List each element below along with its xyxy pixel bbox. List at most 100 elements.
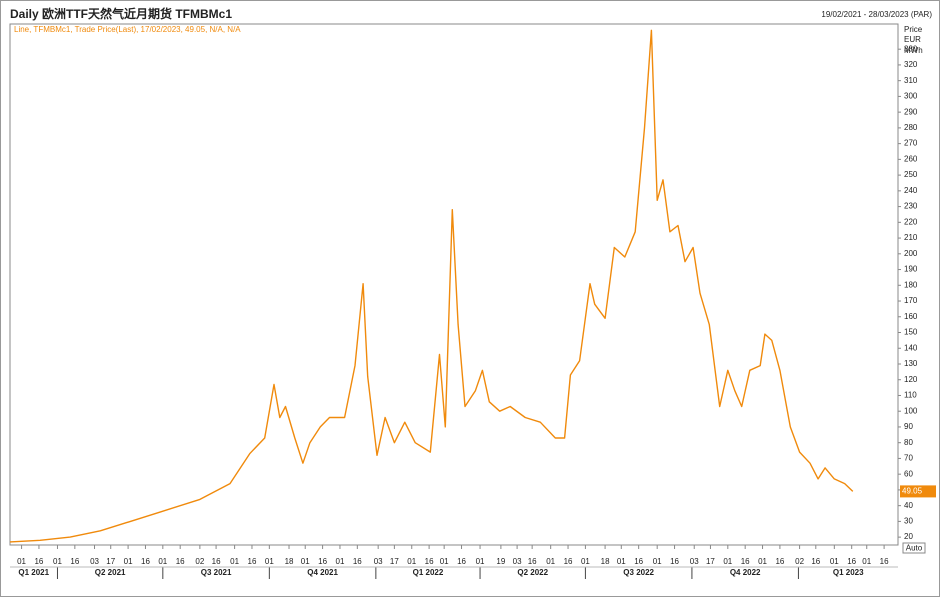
y-tick-label: 30 [904,516,913,525]
x-tick-label: 16 [141,557,150,566]
y-tick-label: 40 [904,501,913,510]
y-tick-label: 160 [904,312,918,321]
x-tick-label: 16 [528,557,537,566]
x-tick-label: 03 [690,557,699,566]
y-tick-label: 300 [904,92,918,101]
y-tick-label: 170 [904,296,918,305]
x-tick-label: 01 [265,557,274,566]
y-tick-label: 130 [904,359,918,368]
y-tick-label: 150 [904,328,918,337]
x-tick-label: 16 [811,557,820,566]
y-tick-label: 240 [904,186,918,195]
auto-button[interactable] [902,542,926,554]
x-tick-label: 01 [862,557,871,566]
x-tick-label: 16 [318,557,327,566]
x-tick-label: 02 [795,557,804,566]
y-tick-label: 320 [904,60,918,69]
y-tick-label: 70 [904,454,913,463]
x-tick-label: 16 [741,557,750,566]
quarter-label: Q4 2022 [730,568,761,577]
y-tick-label: 290 [904,107,918,116]
date-range: 19/02/2021 - 28/03/2023 (PAR) [821,10,932,19]
x-tick-label: 03 [513,557,522,566]
x-tick-label: 16 [880,557,889,566]
quarter-label: Q2 2022 [517,568,548,577]
x-tick-label: 16 [634,557,643,566]
y-axis-label: EUR [904,35,921,44]
x-tick-label: 18 [601,557,610,566]
last-value-label: 49.05 [902,487,923,496]
y-tick-label: 270 [904,139,918,148]
x-tick-label: 16 [70,557,79,566]
y-tick-label: 210 [904,233,918,242]
x-tick-label: 01 [301,557,310,566]
y-tick-label: 110 [904,391,917,400]
x-tick-label: 16 [670,557,679,566]
x-tick-label: 01 [53,557,62,566]
y-tick-label: 330 [904,44,918,53]
quarter-label: Q1 2021 [18,568,49,577]
x-tick-label: 16 [425,557,434,566]
x-tick-label: 16 [34,557,43,566]
y-tick-label: 120 [904,375,918,384]
quarter-label: Q1 2023 [833,568,864,577]
y-tick-label: 260 [904,154,918,163]
plot-area [9,23,899,546]
chart-title: Daily 欧洲TTF天然气近月期货 TFMBMc1 [10,6,232,21]
x-tick-label: 01 [336,557,345,566]
x-tick-label: 01 [617,557,626,566]
y-tick-label: 140 [904,343,918,352]
y-tick-label: 100 [904,406,918,415]
x-tick-label: 01 [407,557,416,566]
x-tick-label: 16 [457,557,466,566]
quarter-label: Q2 2021 [95,568,126,577]
x-tick-label: 16 [248,557,257,566]
x-tick-label: 17 [706,557,715,566]
x-tick-label: 17 [106,557,115,566]
x-tick-label: 16 [847,557,856,566]
x-tick-label: 01 [124,557,133,566]
x-tick-label: 01 [476,557,485,566]
x-tick-label: 01 [830,557,839,566]
x-tick-label: 01 [723,557,732,566]
x-tick-label: 01 [230,557,239,566]
y-tick-label: 180 [904,280,918,289]
y-tick-label: 20 [904,532,913,541]
last-value-box [900,485,936,498]
y-tick-label: 230 [904,202,918,211]
x-tick-label: 03 [90,557,99,566]
y-tick-label: 220 [904,217,918,226]
y-tick-label: 80 [904,438,913,447]
y-axis-label: MWh [904,46,923,55]
x-tick-label: 01 [440,557,449,566]
x-tick-label: 16 [564,557,573,566]
x-tick-label: 02 [195,557,204,566]
x-tick-label: 01 [17,557,26,566]
legend-text: Line, TFMBMc1, Trade Price(Last), 17/02/… [14,25,241,34]
x-tick-label: 18 [285,557,294,566]
x-tick-label: 19 [496,557,505,566]
x-tick-label: 16 [176,557,185,566]
x-tick-label: 17 [390,557,399,566]
x-tick-label: 01 [653,557,662,566]
x-tick-label: 01 [546,557,555,566]
x-tick-label: 16 [353,557,362,566]
quarter-label: Q4 2021 [307,568,338,577]
y-tick-label: 60 [904,469,913,478]
x-tick-label: 01 [158,557,167,566]
x-tick-label: 16 [775,557,784,566]
quarter-label: Q3 2022 [623,568,654,577]
y-tick-label: 190 [904,265,918,274]
x-tick-label: 16 [212,557,221,566]
x-tick-label: 01 [758,557,767,566]
y-tick-label: 200 [904,249,918,258]
y-tick-label: 250 [904,170,918,179]
quarter-label: Q3 2021 [201,568,232,577]
auto-label: Auto [906,544,923,553]
y-tick-label: 280 [904,123,918,132]
x-tick-label: 01 [581,557,590,566]
price-line [9,29,854,543]
y-tick-label: 90 [904,422,913,431]
